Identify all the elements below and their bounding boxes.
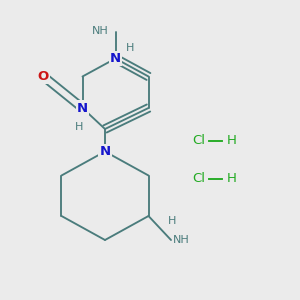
Text: NH: NH [172,235,189,245]
Text: H: H [75,122,84,133]
Text: H: H [226,172,236,185]
Text: NH: NH [92,26,109,37]
Text: Cl: Cl [192,134,205,148]
Text: N: N [99,145,111,158]
Text: N: N [110,52,121,65]
Text: N: N [77,101,88,115]
Text: H: H [168,215,177,226]
Text: H: H [226,134,236,148]
Text: H: H [126,43,135,53]
Text: Cl: Cl [192,172,205,185]
Text: O: O [38,70,49,83]
